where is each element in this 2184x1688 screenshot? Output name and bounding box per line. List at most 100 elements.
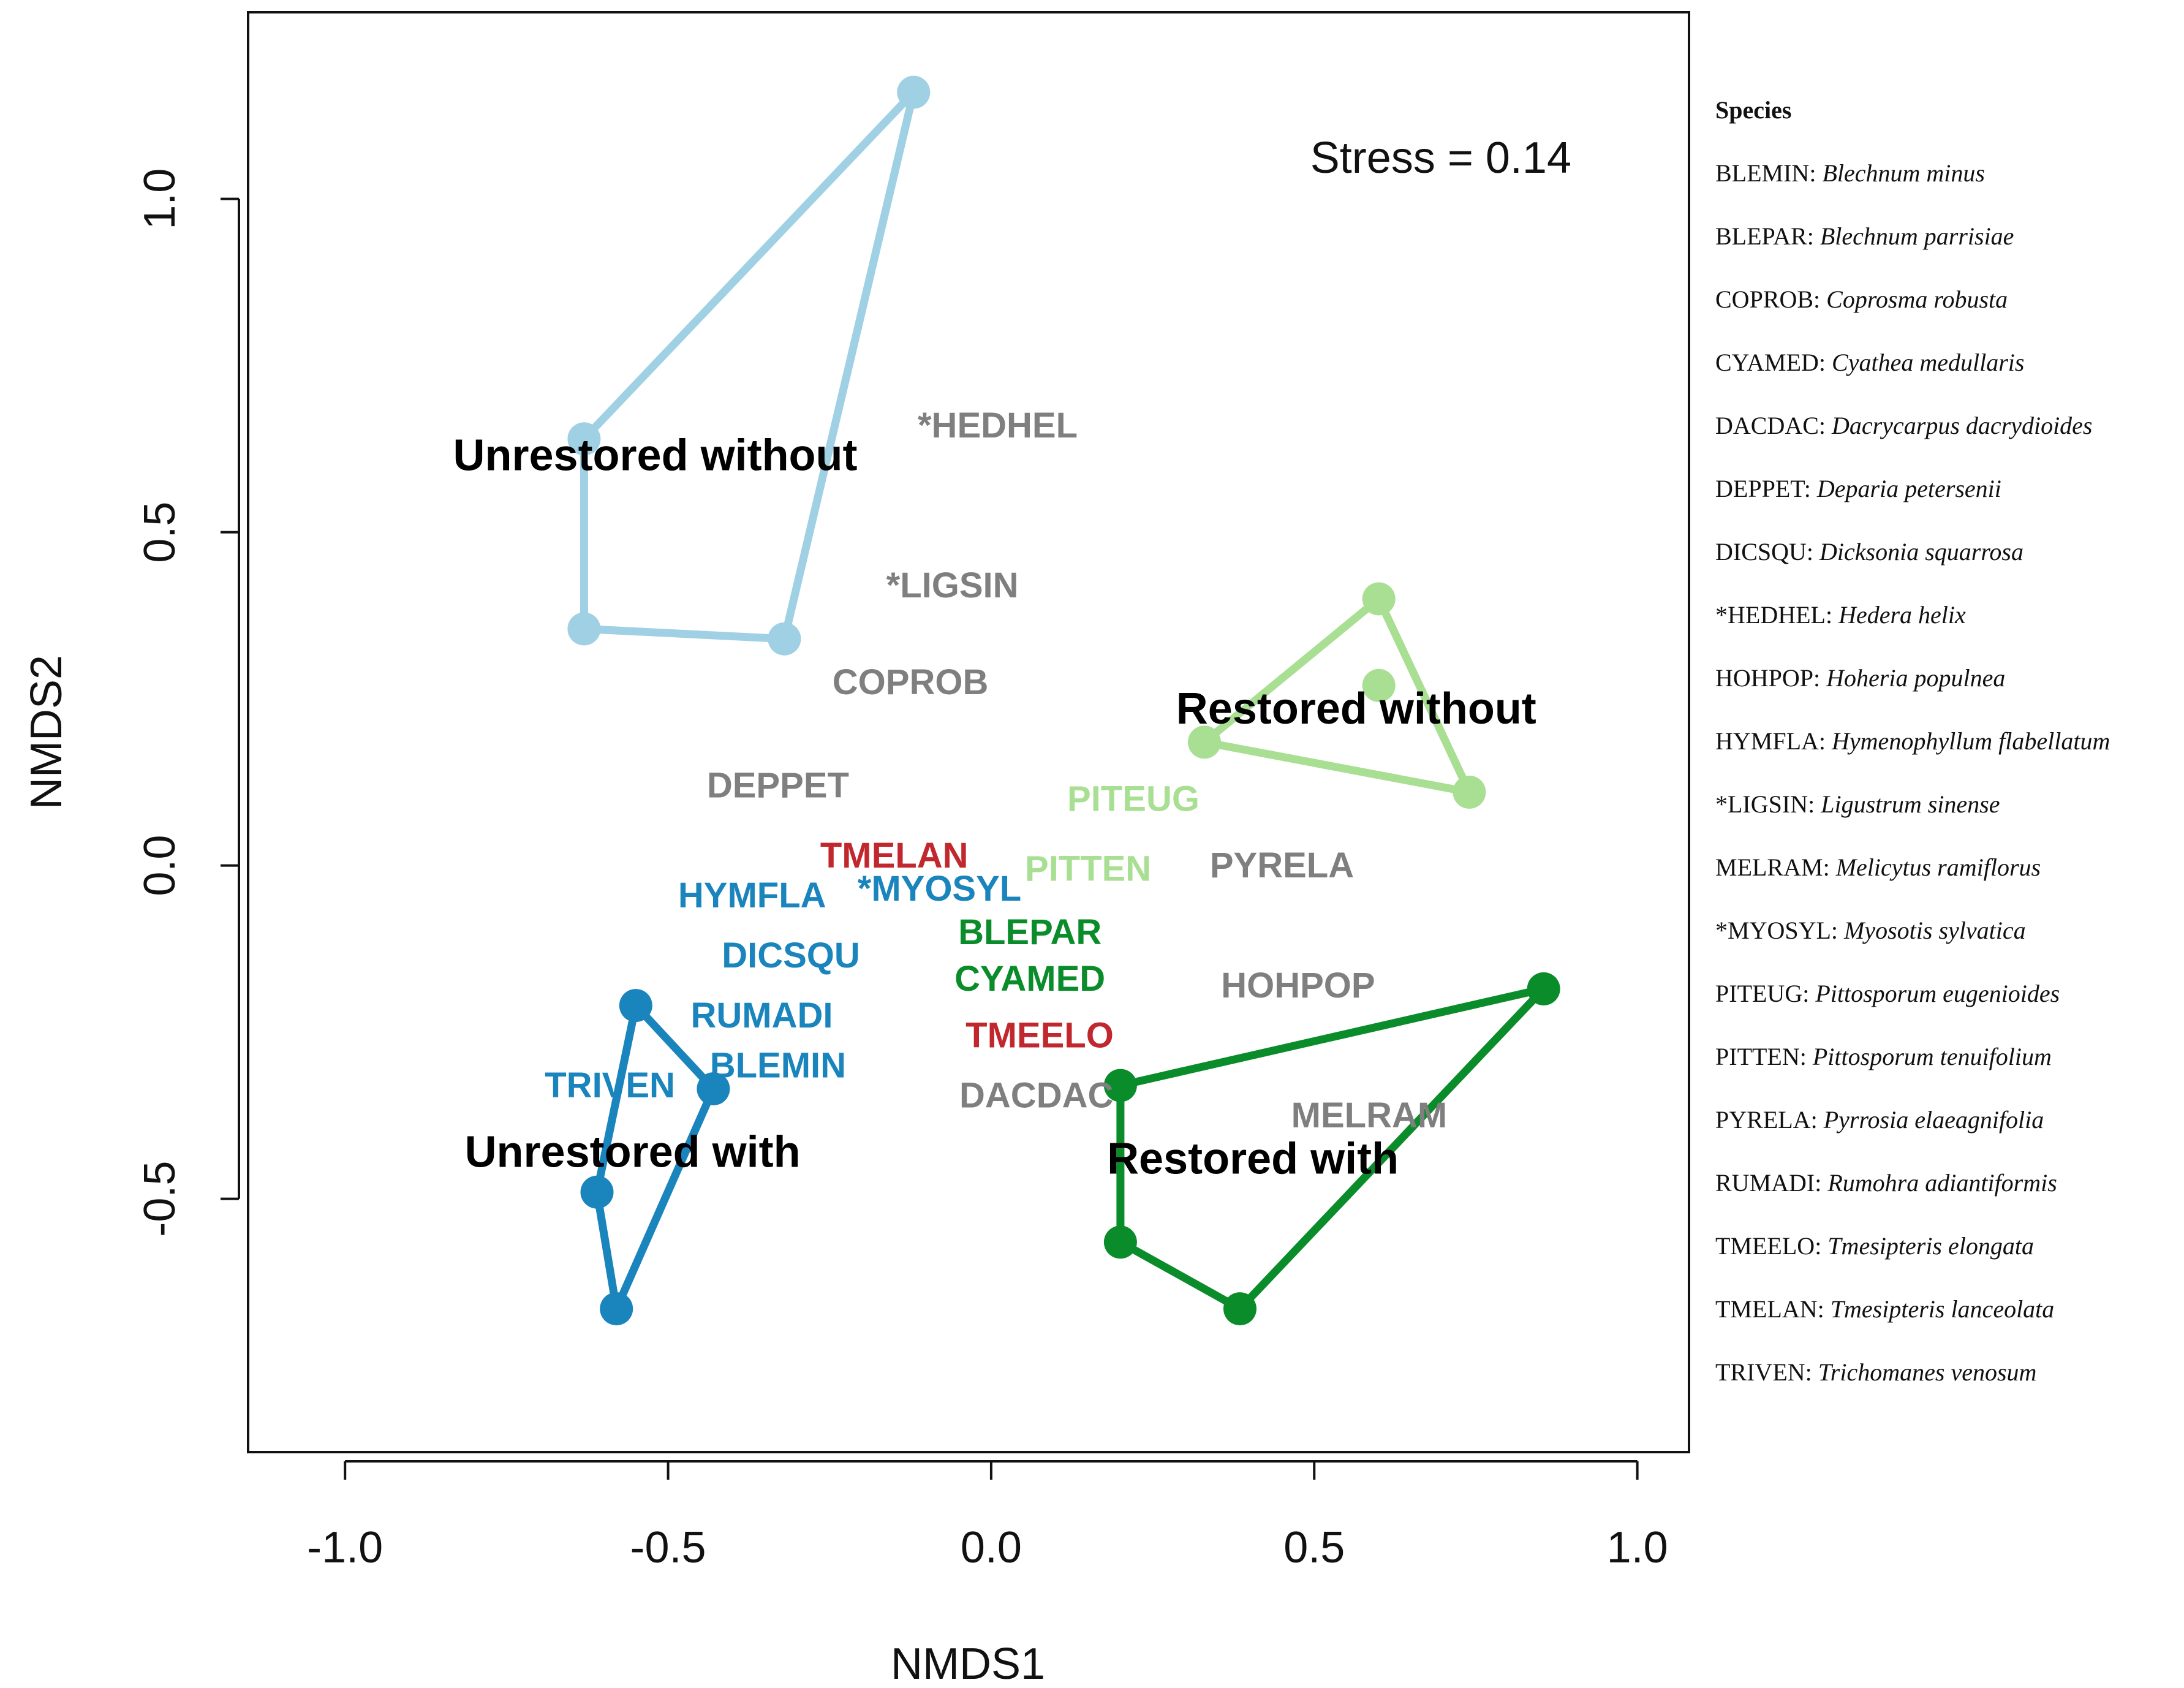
legend-code: BLEPAR: <box>1715 222 1820 250</box>
stress-label: Stress = 0.14 <box>1310 134 1571 183</box>
legend-species-name: Pyrrosia elaeagnifolia <box>1823 1106 2044 1134</box>
legend-row-deppet: DEPPET: Deparia petersenii <box>1715 471 2181 534</box>
legend-code: PYRELA: <box>1715 1106 1824 1134</box>
legend-code: *LIGSIN: <box>1715 790 1821 818</box>
legend-species-name: Rumohra adiantiformis <box>1827 1169 2057 1197</box>
legend-code: DEPPET: <box>1715 475 1817 502</box>
legend-species-name: Deparia petersenii <box>1816 475 2001 502</box>
point-restored-without-3 <box>1188 725 1221 759</box>
y-tick-label-3: 0.5 <box>135 502 184 563</box>
x-tick-label-1: -1.0 <box>307 1523 383 1572</box>
species-label-pitten: PITTEN <box>1025 849 1151 889</box>
group-labels: Unrestored without Restored without Unrest… <box>453 431 1536 1184</box>
species-labels: *HEDHEL *LIGSIN COPROB DEPPET PITEUG TMELAN PI… <box>545 406 1447 1135</box>
legend-code: *HEDHEL: <box>1715 601 1839 629</box>
x-axis-title: NMDS1 <box>891 1640 1045 1688</box>
species-label-tmeelo: TMEELO <box>965 1016 1114 1056</box>
hull-restored-without <box>1200 594 1473 797</box>
legend-species-name: Dacrycarpus dacrydioides <box>1832 412 2093 439</box>
legend-species-name: Coprosma robusta <box>1826 286 2008 313</box>
point-unrestored-without-4 <box>897 75 931 109</box>
legend-row-piteug: PITEUG: Pittosporum eugenioides <box>1715 975 2181 1039</box>
x-axis: -1.0 -0.5 0.0 0.5 1.0 <box>307 1460 1668 1572</box>
legend-species-name: Ligustrum sinense <box>1821 790 2000 818</box>
point-unrestored-without-3 <box>768 622 801 656</box>
legend-species-name: Dicksonia squarrosa <box>1819 538 2023 566</box>
species-label-ligsin: *LIGSIN <box>886 566 1019 605</box>
group-label-restored-with: Restored with <box>1107 1134 1399 1183</box>
species-label-deppet: DEPPET <box>707 766 849 806</box>
legend-species-name: Hymenophyllum flabellatum <box>1832 727 2110 755</box>
legend-code: CYAMED: <box>1715 349 1832 376</box>
legend-species-name: Blechnum minus <box>1822 159 1985 187</box>
y-tick-label-2: 0.0 <box>135 835 184 896</box>
legend-row-ligsin: *LIGSIN: Ligustrum sinense <box>1715 786 2181 849</box>
plot-frame <box>247 11 1690 1453</box>
point-restored-with-4 <box>1527 972 1560 1005</box>
species-label-cyamed: CYAMED <box>954 959 1105 999</box>
point-restored-without-1 <box>1362 582 1396 616</box>
species-label-tmelan: TMELAN <box>820 836 969 876</box>
legend-code: TRIVEN: <box>1715 1358 1818 1386</box>
legend-row-hymfla: HYMFLA: Hymenophyllum flabellatum <box>1715 723 2181 786</box>
legend-row-tmelan: TMELAN: Tmesipteris lanceolata <box>1715 1291 2181 1354</box>
legend-species-name: Melicytus ramiflorus <box>1835 853 2041 881</box>
legend-species-name: Pittosporum tenuifolium <box>1812 1043 2052 1070</box>
legend-row-dicsqu: DICSQU: Dicksonia squarrosa <box>1715 534 2181 597</box>
legend-row-triven: TRIVEN: Trichomanes venosum <box>1715 1354 2181 1417</box>
legend-row-blepar: BLEPAR: Blechnum parrisiae <box>1715 218 2181 281</box>
legend-code: *MYOSYL: <box>1715 917 1845 944</box>
species-label-pyrela: PYRELA <box>1210 846 1354 885</box>
legend-row-cyamed: CYAMED: Cyathea medullaris <box>1715 344 2181 407</box>
point-unrestored-with-2 <box>697 1072 730 1106</box>
legend-code: MELRAM: <box>1715 853 1836 881</box>
species-label-melram: MELRAM <box>1291 1096 1448 1135</box>
legend-code: HOHPOP: <box>1715 664 1827 692</box>
species-label-rumadi: RUMADI <box>691 996 833 1035</box>
legend-code: PITEUG: <box>1715 980 1816 1007</box>
hull-unrestored-without <box>580 88 918 643</box>
legend-species-name: Trichomanes venosum <box>1818 1358 2037 1386</box>
x-tick-label-5: 1.0 <box>1607 1523 1668 1572</box>
legend-row-hohpop: HOHPOP: Hoheria populnea <box>1715 660 2181 723</box>
legend-row-blemin: BLEMIN: Blechnum minus <box>1715 155 2181 218</box>
species-legend: Species BLEMIN: Blechnum minus BLEPAR: Bl… <box>1715 92 2181 1417</box>
point-restored-with-1 <box>1103 1069 1137 1102</box>
species-label-hedhel: *HEDHEL <box>918 406 1078 445</box>
point-restored-without-2 <box>1362 668 1396 702</box>
point-restored-with-2 <box>1103 1225 1137 1259</box>
x-tick-label-4: 0.5 <box>1283 1523 1345 1572</box>
legend-row-rumadi: RUMADI: Rumohra adiantiformis <box>1715 1165 2181 1228</box>
legend-list: BLEMIN: Blechnum minus BLEPAR: Blechnum p… <box>1715 155 2181 1417</box>
x-tick-label-2: -0.5 <box>630 1523 706 1572</box>
legend-code: HYMFLA: <box>1715 727 1832 755</box>
legend-row-pyrela: PYRELA: Pyrrosia elaeagnifolia <box>1715 1102 2181 1165</box>
point-unrestored-without-1 <box>567 422 601 456</box>
legend-species-name: Cyathea medullaris <box>1832 349 2025 376</box>
legend-code: PITTEN: <box>1715 1043 1813 1070</box>
legend-row-myosyl: *MYOSYL: Myosotis sylvatica <box>1715 912 2181 975</box>
group-label-unrestored-without: Unrestored without <box>453 431 858 480</box>
legend-row-melram: MELRAM: Melicytus ramiflorus <box>1715 849 2181 912</box>
species-label-myosyl: *MYOSYL <box>858 869 1022 909</box>
legend-row-dacdac: DACDAC: Dacrycarpus dacrydioides <box>1715 407 2181 471</box>
group-label-restored-without: Restored without <box>1176 684 1536 733</box>
y-tick-label-1: -0.5 <box>135 1161 184 1237</box>
legend-species-name: Hoheria populnea <box>1826 664 2006 692</box>
point-restored-without-4 <box>1453 775 1486 809</box>
legend-species-name: Tmesipteris lanceolata <box>1830 1295 2055 1323</box>
legend-code: BLEMIN: <box>1715 159 1823 187</box>
legend-row-pitten: PITTEN: Pittosporum tenuifolium <box>1715 1039 2181 1102</box>
legend-species-name: Pittosporum eugenioides <box>1815 980 2060 1007</box>
species-label-blemin: BLEMIN <box>710 1046 846 1086</box>
species-label-triven: TRIVEN <box>545 1065 675 1105</box>
legend-code: COPROB: <box>1715 286 1827 313</box>
legend-title: Species <box>1715 96 1792 124</box>
legend-species-name: Tmesipteris elongata <box>1827 1232 2034 1260</box>
species-label-piteug: PITEUG <box>1067 779 1200 819</box>
group-label-unrestored-with: Unrestored with <box>465 1127 801 1176</box>
legend-species-name: Hedera helix <box>1838 601 1966 629</box>
species-label-coprob: COPROB <box>833 662 989 702</box>
legend-code: TMELAN: <box>1715 1295 1831 1323</box>
